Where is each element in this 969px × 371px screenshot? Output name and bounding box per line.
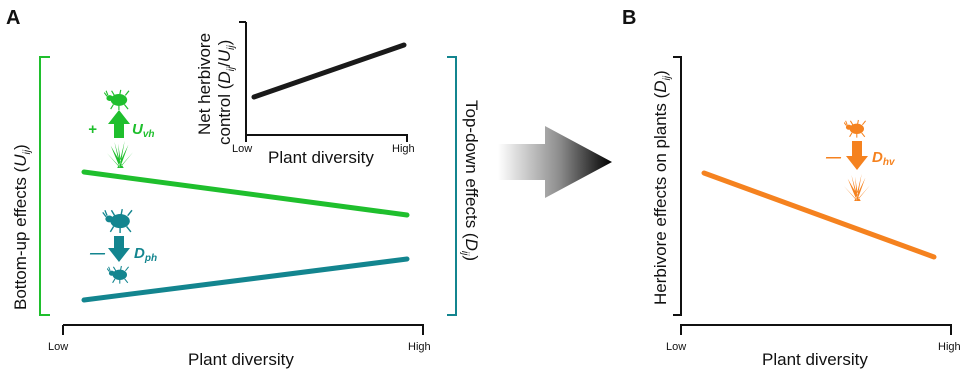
panel-b-axes	[673, 56, 952, 335]
teal-annotation: — Dph	[89, 208, 157, 284]
transition-arrow-icon	[498, 126, 612, 198]
inset-x-low: Low	[232, 143, 252, 155]
top-down-label: Top-down effects (Dij)	[459, 100, 481, 261]
grass-icon	[106, 140, 134, 168]
orange-annotation: — Dhv	[825, 119, 896, 201]
inset-ylabel-line1: Net herbivore	[195, 33, 214, 135]
panel-b-y-label: Herbivore effects on plants (Dij)	[651, 70, 673, 305]
beetle-icon	[104, 89, 130, 110]
svg-text:Dhv: Dhv	[872, 149, 896, 168]
panel-a-x-label: Plant diversity	[188, 350, 294, 369]
beetle-icon-orange	[844, 119, 867, 138]
panel-a-x-axis	[62, 324, 424, 335]
panel-a-letter: A	[6, 7, 20, 29]
panel-b-x-label: Plant diversity	[762, 350, 868, 369]
predator-beetle-icon	[102, 208, 133, 233]
inset-x-high: High	[392, 143, 415, 155]
svg-text:Uvh: Uvh	[132, 121, 155, 140]
svg-text:+: +	[88, 121, 97, 138]
top-down-line	[81, 256, 410, 303]
bottom-up-bracket	[39, 56, 50, 316]
top-down-bracket	[447, 56, 457, 316]
svg-text:—: —	[825, 149, 842, 166]
svg-text:—: —	[89, 245, 106, 262]
panel-a-x-low: Low	[48, 341, 68, 353]
bottom-up-line	[81, 169, 410, 218]
bottom-up-label: Bottom-up effects (Uij)	[11, 144, 33, 310]
down-arrow-icon-orange	[846, 141, 868, 170]
panel-b-letter: B	[622, 7, 636, 29]
inset-axes	[239, 21, 408, 142]
panel-b-x-low: Low	[666, 341, 686, 353]
green-annotation: + Uvh	[88, 89, 155, 168]
herbivore-effect-line	[701, 170, 937, 260]
inset-line	[251, 42, 407, 100]
inset-ylabel-line2: control (Dij/Uij)	[215, 40, 237, 145]
inset-x-label: Plant diversity	[268, 148, 374, 167]
grass-icon-orange	[843, 173, 871, 201]
svg-text:Dph: Dph	[134, 245, 157, 264]
panel-b-x-high: High	[938, 341, 961, 353]
up-arrow-icon	[108, 110, 130, 138]
down-arrow-icon	[108, 236, 130, 262]
panel-a-x-high: High	[408, 341, 431, 353]
beetle-icon-small	[107, 265, 130, 284]
